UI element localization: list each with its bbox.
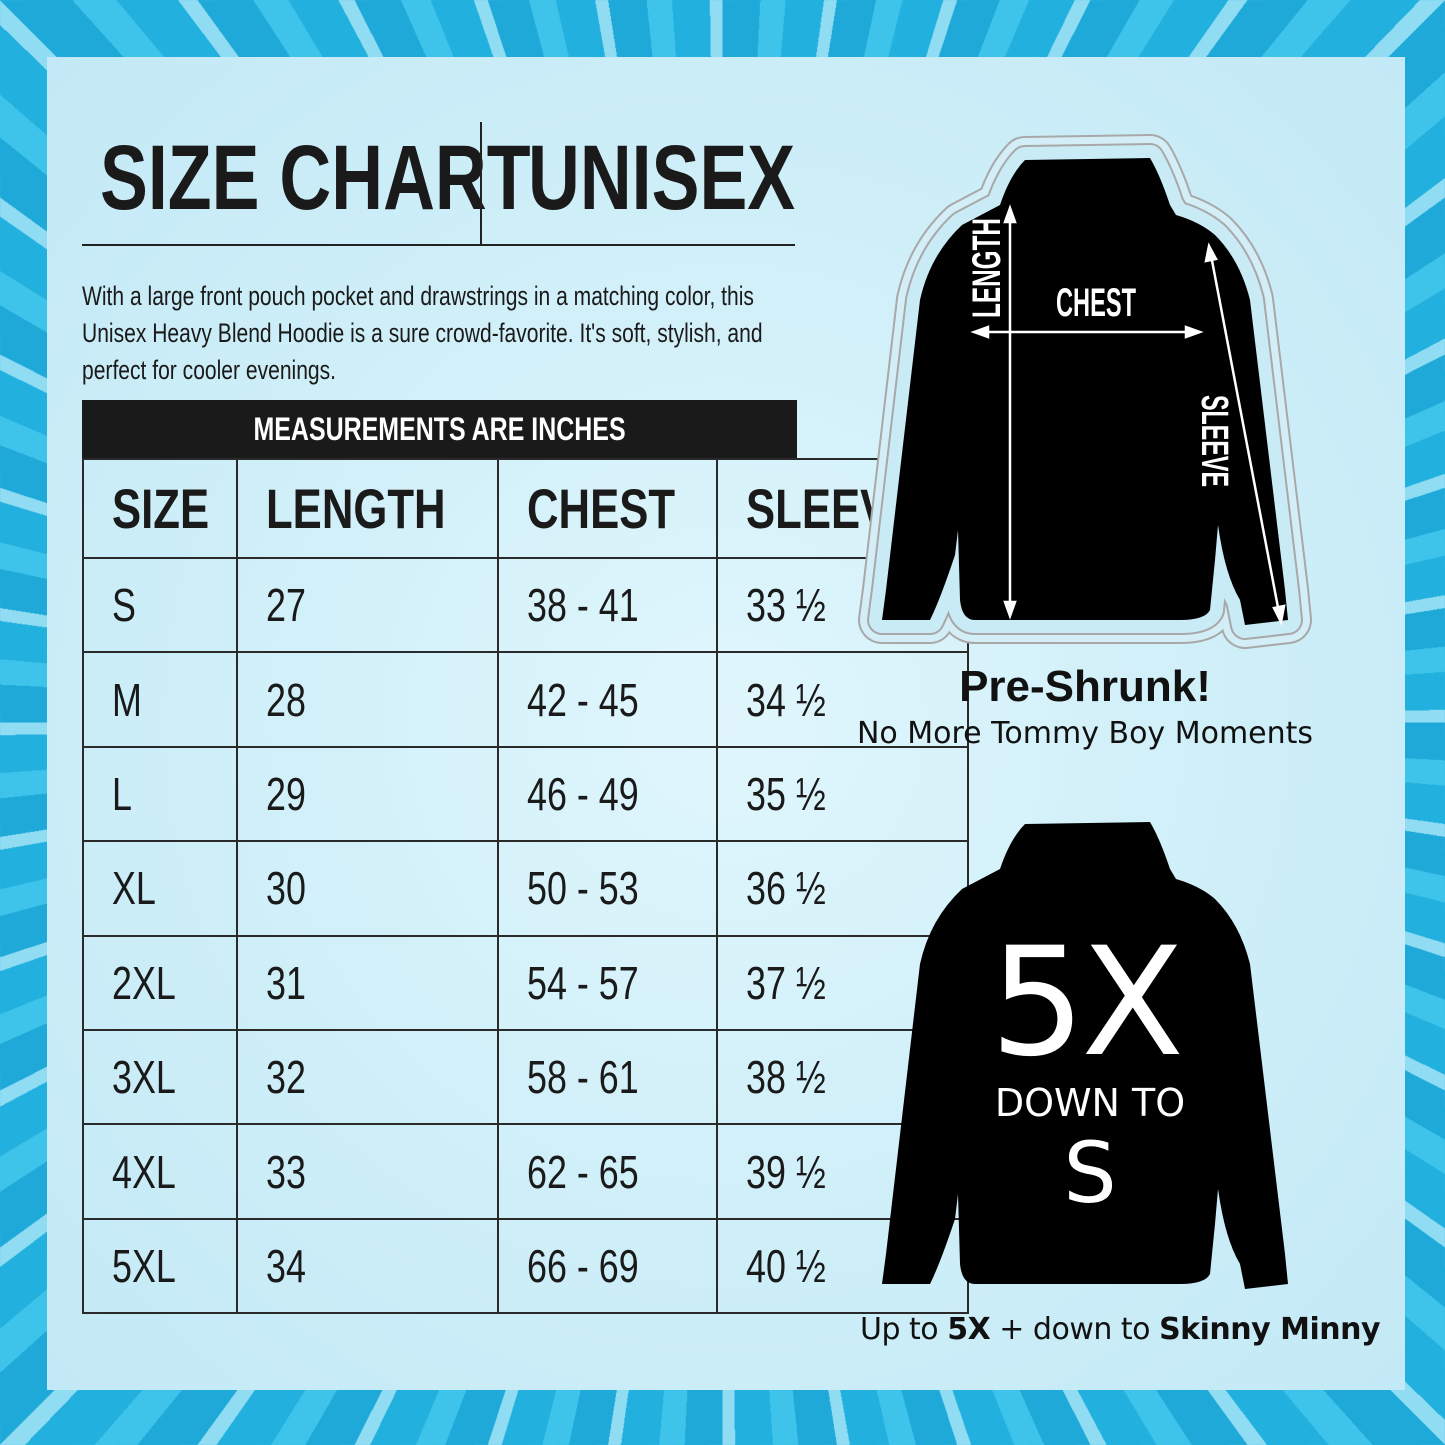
table-cell: 34 ½ <box>716 651 970 748</box>
preshrunk-subtitle: No More Tommy Boy Moments <box>856 716 1314 751</box>
measurement-arrows <box>970 204 1286 626</box>
table-cell: 54 - 57 <box>496 934 719 1031</box>
table-row: XL 30 50 - 53 36 ½ <box>81 840 970 937</box>
table-cell: 42 - 45 <box>496 651 719 748</box>
table-caption: MEASUREMENTS ARE INCHES <box>82 400 797 458</box>
table-cell: 30 <box>236 840 499 937</box>
table-cell: 62 - 65 <box>496 1123 719 1220</box>
min-size: S <box>1063 1124 1117 1222</box>
table-cell: 58 - 61 <box>496 1028 719 1126</box>
down-to-text: DOWN TO <box>994 1081 1186 1125</box>
length-label: LENGTH <box>965 218 1009 318</box>
preshrunk-title: Pre-Shrunk! <box>959 662 1211 711</box>
table-cell: 2XL <box>81 934 239 1031</box>
page-subtitle: UNISEX <box>528 127 796 229</box>
table-cell: 31 <box>236 934 499 1031</box>
table-cell: 27 <box>236 556 499 654</box>
table-cell: 3XL <box>81 1028 239 1126</box>
table-cell: 35 ½ <box>716 745 970 843</box>
table-cell: 28 <box>236 651 499 748</box>
table-row: M 28 42 - 45 34 ½ <box>81 651 970 748</box>
table-row: L 29 46 - 49 35 ½ <box>81 745 970 843</box>
sleeve-label: SLEEVE <box>1193 395 1235 487</box>
table-row: 2XL 31 54 - 57 37 ½ <box>81 934 970 1031</box>
table-cell: XL <box>81 840 239 937</box>
table-cell: 34 <box>236 1217 499 1315</box>
column-header: CHEST <box>496 458 719 559</box>
table-cell: S <box>81 556 239 654</box>
table-cell: 29 <box>236 745 499 843</box>
header-rule <box>82 244 795 246</box>
page-title: SIZE CHART <box>100 127 531 229</box>
description: With a large front pouch pocket and draw… <box>82 281 763 385</box>
table-cell: 36 ½ <box>716 840 970 937</box>
table-cell: 32 <box>236 1028 499 1126</box>
table-cell: 38 - 41 <box>496 556 719 654</box>
table-row: S 27 38 - 41 33 ½ <box>81 556 970 654</box>
column-header: LENGTH <box>236 458 499 559</box>
table-cell: 46 - 49 <box>496 745 719 843</box>
chest-label: CHEST <box>1056 281 1136 325</box>
table-cell: 5XL <box>81 1217 239 1315</box>
table-cell: 4XL <box>81 1123 239 1220</box>
column-header: SIZE <box>81 458 239 559</box>
size-range-caption: Up to 5X + down to Skinny Minny <box>860 1312 1381 1347</box>
table-cell: M <box>81 651 239 748</box>
table-cell: 66 - 69 <box>496 1217 719 1315</box>
title-divider <box>480 122 482 246</box>
table-cell: 33 <box>236 1123 499 1220</box>
table-cell: 50 - 53 <box>496 840 719 937</box>
max-size: 5X <box>989 916 1184 1090</box>
table-cell: L <box>81 745 239 843</box>
